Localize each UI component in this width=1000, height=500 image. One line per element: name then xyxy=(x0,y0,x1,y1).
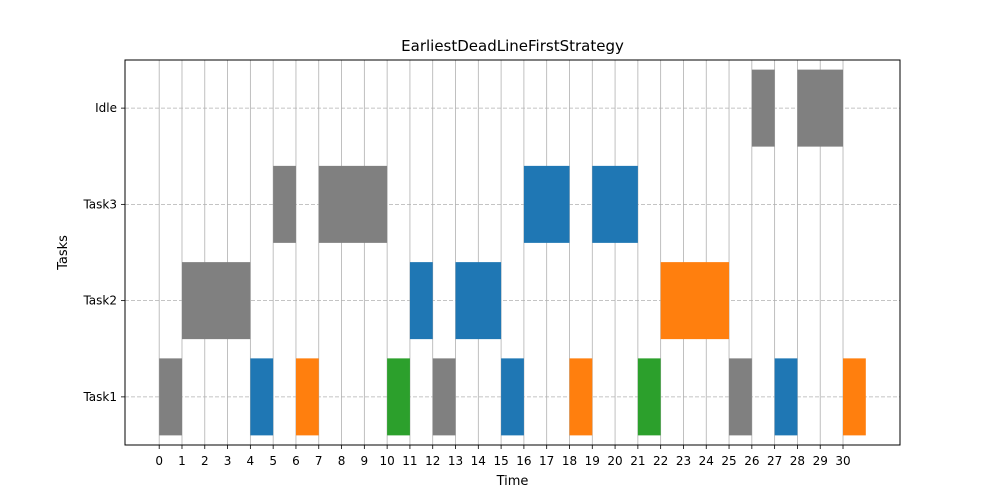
x-tick-label: 1 xyxy=(178,454,186,468)
gantt-bar-task3 xyxy=(592,165,638,243)
gantt-bar-task1 xyxy=(843,358,866,436)
gantt-bar-task1 xyxy=(295,358,319,436)
x-tick-label: 5 xyxy=(269,454,277,468)
gantt-bar-task3 xyxy=(273,165,296,243)
x-tick-label: 10 xyxy=(379,454,394,468)
bars-layer xyxy=(159,69,866,436)
gantt-bar-task1 xyxy=(774,358,798,436)
gantt-bar-task2 xyxy=(660,262,730,340)
x-tick-label: 23 xyxy=(676,454,691,468)
x-tick-label: 28 xyxy=(790,454,805,468)
x-tick-label: 14 xyxy=(471,454,486,468)
gantt-bar-task1 xyxy=(159,358,182,436)
gantt-bar-task2 xyxy=(181,262,251,340)
x-tick-label: 12 xyxy=(425,454,440,468)
y-tick-label: Task2 xyxy=(82,294,117,308)
chart-title: EarliestDeadLineFirstStrategy xyxy=(401,37,624,55)
y-tick-label: Idle xyxy=(95,101,117,115)
x-tick-label: 17 xyxy=(539,454,554,468)
gantt-bar-task1 xyxy=(729,358,752,436)
x-tick-label: 26 xyxy=(744,454,759,468)
gantt-bar-task3 xyxy=(523,165,570,243)
x-tick-label: 20 xyxy=(607,454,622,468)
x-axis: 0 1 2 3 4 5 6 7 8 9 10 11 12 13 14 15 16 17 18 19 20 21 22 23 24… xyxy=(155,445,851,468)
gantt-bar-task3 xyxy=(318,165,388,243)
x-tick-label: 29 xyxy=(813,454,828,468)
x-tick-label: 30 xyxy=(835,454,850,468)
gantt-bar-task1 xyxy=(569,358,593,436)
x-tick-label: 24 xyxy=(699,454,714,468)
gantt-bar-idle xyxy=(751,69,775,147)
x-tick-label: 0 xyxy=(155,454,163,468)
x-tick-label: 3 xyxy=(224,454,232,468)
gantt-bar-task2 xyxy=(409,262,433,340)
x-tick-label: 9 xyxy=(361,454,369,468)
gantt-bar-task1 xyxy=(387,358,410,436)
x-tick-label: 25 xyxy=(721,454,736,468)
plot-frame xyxy=(124,59,901,446)
y-axis-label: Tasks xyxy=(56,235,71,271)
gantt-bar-task2 xyxy=(455,262,502,340)
y-tick-label: Task3 xyxy=(82,197,117,211)
gantt-bar-idle xyxy=(797,69,844,147)
gantt-bar-task1 xyxy=(432,358,456,436)
x-tick-label: 22 xyxy=(653,454,668,468)
gantt-bar-task1 xyxy=(250,358,274,436)
gantt-bar-task1 xyxy=(637,358,661,436)
x-tick-label: 7 xyxy=(315,454,323,468)
x-tick-label: 13 xyxy=(448,454,463,468)
x-axis-label: Time xyxy=(496,474,529,489)
y-axis: Task1 Task2 Task3 Idle xyxy=(82,101,125,404)
x-tick-label: 19 xyxy=(585,454,600,468)
x-tick-label: 15 xyxy=(493,454,508,468)
x-tick-label: 21 xyxy=(630,454,645,468)
x-tick-label: 4 xyxy=(247,454,255,468)
y-tick-label: Task1 xyxy=(82,390,117,404)
x-tick-label: 11 xyxy=(402,454,417,468)
x-tick-label: 16 xyxy=(516,454,531,468)
x-tick-label: 27 xyxy=(767,454,782,468)
x-tick-label: 8 xyxy=(338,454,346,468)
x-tick-label: 2 xyxy=(201,454,209,468)
x-tick-label: 18 xyxy=(562,454,577,468)
gantt-bar-task1 xyxy=(501,358,524,436)
x-tick-label: 6 xyxy=(292,454,300,468)
